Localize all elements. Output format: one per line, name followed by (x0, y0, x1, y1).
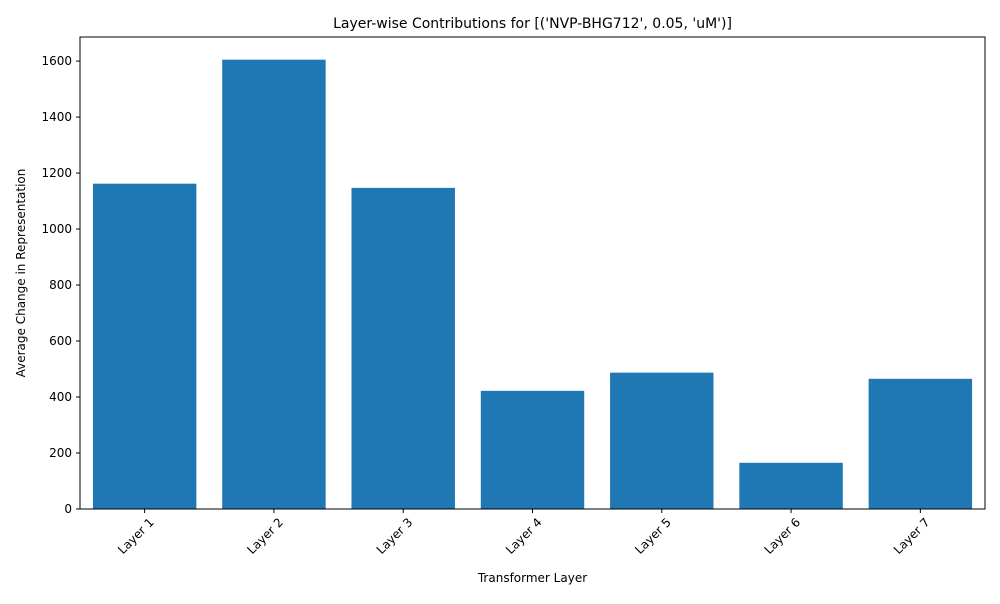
y-tick-label: 1200 (41, 166, 72, 180)
bars-group (92, 59, 973, 510)
x-axis-label: Transformer Layer (477, 571, 587, 585)
y-tick-label: 0 (64, 502, 72, 516)
plot-frame (79, 36, 986, 510)
bar-5 (610, 372, 714, 509)
bar-6 (739, 462, 843, 509)
bar-7 (868, 378, 973, 509)
y-tick-label: 800 (49, 278, 72, 292)
x-axis-ticks: Layer 1 Layer 2 Layer 3 Layer 4 Layer 5 Layer… (115, 509, 932, 557)
x-tick-label: Layer 3 (374, 515, 416, 557)
bar-3 (351, 187, 455, 510)
x-tick-label: Layer 2 (244, 515, 286, 557)
x-tick-label: Layer 1 (115, 515, 157, 557)
bar-4 (480, 390, 585, 509)
chart-title: Layer-wise Contributions for [('NVP-BHG7… (333, 16, 732, 32)
x-tick-label: Layer 5 (632, 515, 674, 557)
y-tick-label: 1600 (41, 54, 72, 68)
bar-2 (222, 59, 326, 510)
x-tick-label: Layer 6 (762, 515, 804, 557)
y-tick-label: 600 (49, 334, 72, 348)
y-tick-label: 1400 (41, 110, 72, 124)
x-tick-label: Layer 4 (503, 515, 545, 557)
y-tick-label: 400 (49, 390, 72, 404)
y-tick-label: 1000 (41, 222, 72, 236)
y-tick-label: 200 (49, 446, 72, 460)
y-axis-ticks: 0 200 400 600 800 1000 1200 1400 1600 (41, 54, 80, 516)
x-tick-label: Layer 7 (891, 515, 933, 557)
bar-1 (92, 183, 197, 509)
y-axis-label: Average Change in Representation (14, 169, 28, 378)
